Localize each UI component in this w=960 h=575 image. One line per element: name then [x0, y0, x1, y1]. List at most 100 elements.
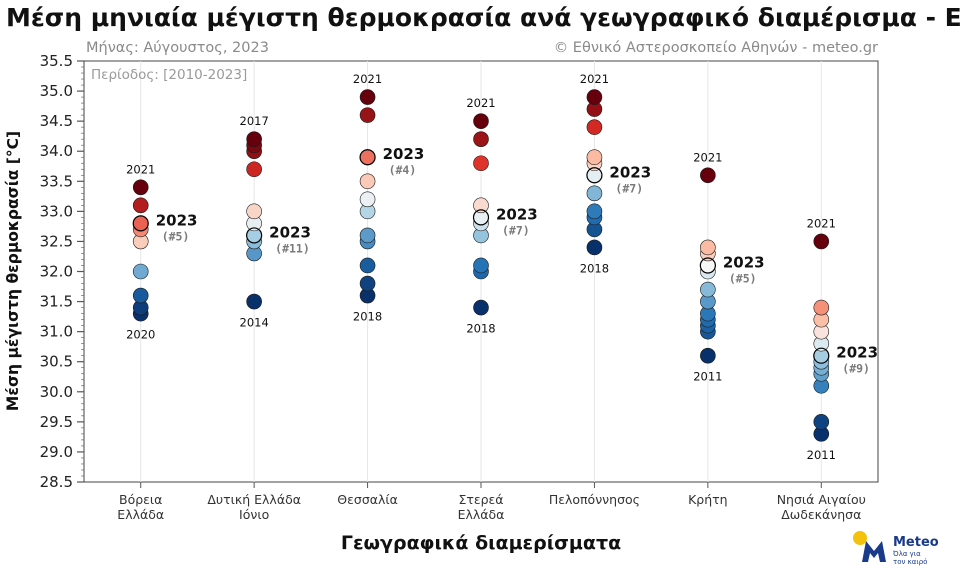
data-point [359, 275, 376, 292]
min-year-label: 2018 [466, 322, 495, 336]
x-tick-label: Νησιά Αιγαίου [777, 492, 866, 507]
x-tick-label: Θεσσαλία [337, 492, 398, 507]
data-point [473, 131, 489, 147]
y-tick-label: 28.5 [40, 473, 73, 491]
y-tick-label: 31.5 [40, 293, 73, 311]
sun-icon [853, 531, 867, 545]
data-point [246, 161, 262, 178]
data-point [813, 414, 830, 430]
x-tick-label: Κρήτη [688, 492, 728, 507]
meteo-m-icon [862, 541, 886, 562]
max-year-label: 2021 [353, 72, 382, 86]
y-tick-label: 30.0 [40, 383, 73, 401]
chart-title: Μέση μηνιαία μέγιστη θερμοκρασία ανά γεω… [6, 3, 960, 32]
meteo-logo: Meteo Όλα για τον καιρό [853, 531, 939, 566]
highlight-ring [472, 209, 490, 226]
y-tick-label: 29.5 [40, 413, 73, 431]
current-year-rank: (#9) [842, 362, 870, 376]
data-point [586, 119, 603, 135]
data-point [246, 131, 262, 147]
data-point [359, 89, 376, 105]
logo-tagline-1: Όλα για [892, 550, 921, 558]
data-point [700, 281, 716, 298]
current-year-label: 2023 [269, 223, 311, 241]
max-year-label: 2021 [580, 72, 609, 86]
y-tick-label: 33.0 [40, 202, 73, 220]
highlight-ring [699, 257, 716, 274]
min-year-label: 2011 [693, 370, 722, 384]
month-label: Μήνας: Αύγουστος, 2023 [86, 40, 269, 56]
data-point [700, 347, 716, 364]
data-point [246, 203, 262, 220]
data-point [473, 197, 489, 214]
credit-label: © Εθνικό Αστεροσκοπείο Αθηνών - meteo.gr [554, 40, 878, 56]
y-tick-label: 32.0 [40, 263, 73, 281]
logo-tagline-2: τον καιρό [893, 558, 927, 566]
y-tick-label: 33.5 [40, 172, 73, 190]
highlight-ring [813, 347, 830, 364]
min-year-label: 2018 [353, 310, 382, 324]
max-year-label: 2017 [240, 114, 269, 128]
highlight-ring [586, 167, 603, 184]
data-point [586, 89, 603, 105]
x-axis-label: Γεωγραφικά διαμερίσματα [341, 532, 621, 554]
current-year-rank: (#7) [615, 181, 643, 195]
y-tick-label: 34.5 [40, 112, 73, 130]
highlight-ring [359, 149, 376, 166]
data-point [132, 197, 149, 214]
data-point [586, 149, 603, 166]
data-point [813, 299, 830, 316]
y-tick-label: 29.0 [40, 443, 73, 461]
y-tick-label: 32.5 [40, 232, 73, 250]
logo-name: Meteo [893, 535, 939, 550]
highlight-ring [246, 227, 263, 244]
min-year-label: 2011 [807, 448, 836, 462]
x-tick-label: Πελοπόννησος [549, 492, 640, 507]
min-year-label: 2014 [240, 316, 269, 330]
current-year-label: 2023 [496, 205, 538, 223]
current-year-label: 2023 [156, 211, 198, 229]
y-tick-label: 30.5 [40, 353, 73, 371]
data-point [473, 257, 489, 274]
y-tick-label: 31.0 [40, 323, 73, 341]
max-year-label: 2021 [693, 150, 722, 164]
data-point [473, 299, 489, 316]
data-point [359, 173, 376, 190]
period-label: Περίοδος: [2010-2023] [91, 67, 247, 83]
annotations: 2023(#5)202120202023(#11)201720142023(#4… [126, 72, 878, 462]
max-year-label: 2021 [807, 216, 836, 230]
data-points [132, 89, 830, 442]
current-year-rank: (#11) [275, 241, 310, 255]
current-year-rank: (#5) [729, 271, 757, 285]
data-point [473, 155, 489, 172]
x-tick-label: Ιόνιο [239, 507, 269, 522]
data-point [246, 293, 262, 310]
x-tick-label: Ελλάδα [117, 507, 164, 522]
data-point [359, 257, 376, 274]
x-tick-label: Βόρεια [119, 492, 162, 507]
x-tick-label: Δυτική Ελλάδα [207, 492, 301, 507]
data-point [586, 239, 603, 256]
data-point [359, 191, 376, 208]
current-year-rank: (#7) [502, 223, 530, 237]
data-point [132, 263, 149, 280]
min-year-label: 2020 [126, 328, 155, 342]
y-tick-label: 35.5 [40, 52, 73, 70]
current-year-rank: (#5) [162, 229, 190, 243]
current-year-label: 2023 [609, 163, 651, 181]
x-tick-label: Ελλάδα [458, 507, 505, 522]
current-year-rank: (#4) [389, 163, 417, 177]
data-point [132, 287, 149, 304]
data-point [359, 107, 376, 123]
data-point [700, 239, 716, 256]
current-year-label: 2023 [723, 253, 765, 271]
y-tick-label: 34.0 [40, 142, 73, 160]
x-tick-label: Στερεά [458, 492, 503, 507]
current-year-label: 2023 [836, 344, 878, 362]
data-point [132, 179, 149, 196]
y-tick-label: 35.0 [40, 82, 73, 100]
data-point [586, 203, 603, 220]
x-tick-label: Δωδεκάνησα [781, 507, 861, 522]
